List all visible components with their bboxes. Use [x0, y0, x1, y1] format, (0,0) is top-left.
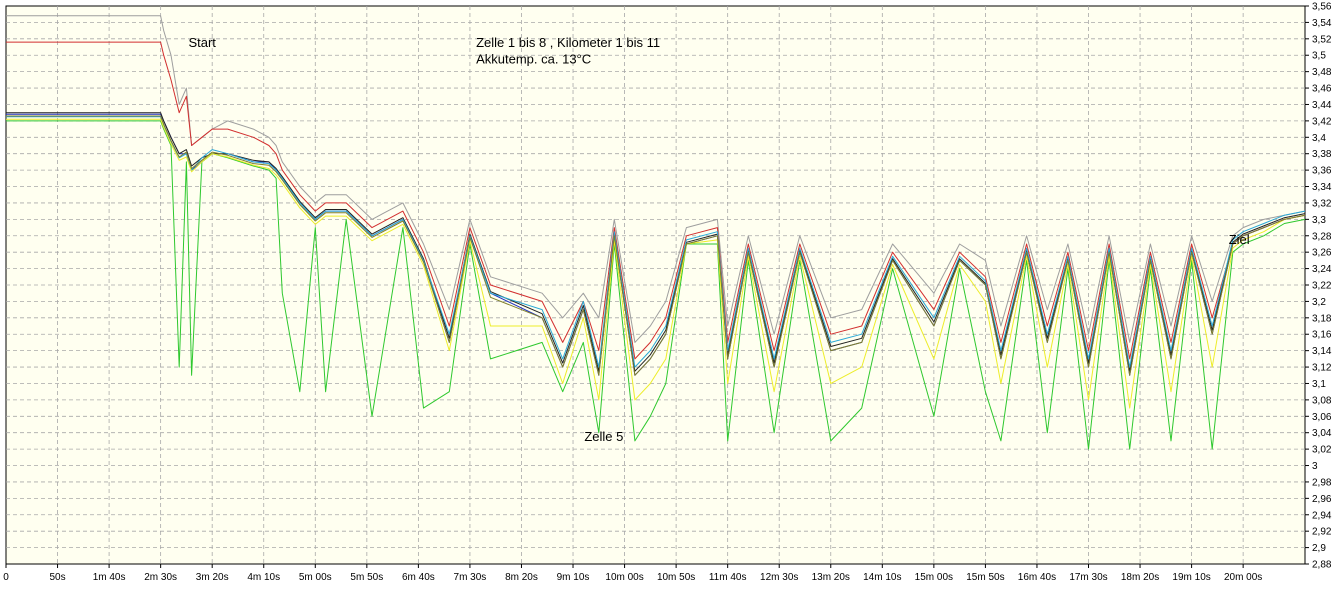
x-tick-label: 6m 40s: [402, 572, 435, 583]
x-tick-label: 2m 30s: [144, 572, 177, 583]
series-group: [6, 15, 1306, 450]
y-tick-label: 3,16: [1312, 330, 1332, 341]
x-tick-label: 16m 40s: [1018, 572, 1056, 583]
annotation-2: Zelle 1 bis 8 , Kilometer 1 bis 11: [476, 35, 660, 50]
x-tick-label: 12m 30s: [760, 572, 798, 583]
series-line-5: [6, 116, 1306, 368]
series-line-7: [6, 118, 1306, 409]
y-tick-label: 3,52: [1312, 34, 1332, 45]
series-line-1: [6, 15, 1306, 343]
y-axis-ticks: 3,56 3,54 3,52 3,5 3,48 3,46 3,44 3,42 3,4 3,38 3,…: [1305, 2, 1332, 571]
y-tick-label: 3,38: [1312, 149, 1332, 160]
y-tick-label: 3,1: [1312, 379, 1326, 390]
y-tick-label: 3,12: [1312, 363, 1332, 374]
annotations: Start Zelle 1 bis 8 , Kilometer 1 bis 11A…: [188, 35, 1249, 444]
y-tick-label: 3,28: [1312, 231, 1332, 242]
x-tick-label: 0: [3, 572, 9, 583]
x-tick-label: 50s: [49, 572, 65, 583]
series-line-6: [6, 120, 1306, 450]
y-tick-label: 3,42: [1312, 116, 1332, 127]
y-tick-label: 2,98: [1312, 477, 1332, 488]
x-tick-label: 14m 10s: [863, 572, 901, 583]
y-tick-label: 2,94: [1312, 510, 1332, 521]
y-tick-label: 3,3: [1312, 215, 1326, 226]
y-tick-label: 3,02: [1312, 445, 1332, 456]
y-tick-label: 3,24: [1312, 264, 1332, 275]
y-tick-label: 3,44: [1312, 100, 1332, 111]
x-tick-label: 9m 10s: [557, 572, 590, 583]
x-tick-label: 4m 10s: [247, 572, 280, 583]
y-tick-label: 3,36: [1312, 166, 1332, 177]
y-tick-label: 2,9: [1312, 543, 1326, 554]
x-tick-label: 10m 50s: [657, 572, 695, 583]
y-tick-label: 3,26: [1312, 248, 1332, 259]
y-tick-label: 3: [1312, 461, 1318, 472]
series-line-2: [6, 41, 1306, 360]
annotation-3: Akkutemp. ca. 13°C: [476, 51, 591, 66]
x-tick-label: 17m 30s: [1069, 572, 1107, 583]
series-line-8: [6, 115, 1306, 376]
y-tick-label: 3,06: [1312, 412, 1332, 423]
y-tick-label: 3,46: [1312, 84, 1332, 95]
grid-lines: [6, 6, 1305, 564]
annotation-1: Start: [188, 35, 216, 50]
y-tick-label: 3,56: [1312, 2, 1332, 13]
y-tick-label: 2,92: [1312, 527, 1332, 538]
y-tick-label: 3,14: [1312, 346, 1332, 357]
y-tick-label: 3,2: [1312, 297, 1326, 308]
x-tick-label: 3m 20s: [196, 572, 229, 583]
annotation-5: Ziel: [1229, 232, 1250, 247]
y-tick-label: 3,18: [1312, 313, 1332, 324]
x-tick-label: 10m 00s: [605, 572, 643, 583]
y-tick-label: 3,32: [1312, 198, 1332, 209]
y-tick-label: 3,04: [1312, 428, 1332, 439]
y-tick-label: 3,08: [1312, 395, 1332, 406]
x-tick-label: 15m 50s: [966, 572, 1004, 583]
y-tick-label: 2,96: [1312, 494, 1332, 505]
annotation-4: Zelle 5: [584, 429, 623, 444]
y-tick-label: 3,48: [1312, 67, 1332, 78]
x-tick-label: 13m 20s: [812, 572, 850, 583]
y-tick-label: 2,88: [1312, 560, 1332, 571]
x-tick-label: 18m 20s: [1121, 572, 1159, 583]
y-tick-label: 3,54: [1312, 18, 1332, 29]
y-tick-label: 3,4: [1312, 133, 1326, 144]
x-tick-label: 1m 40s: [93, 572, 126, 583]
x-tick-label: 5m 00s: [299, 572, 332, 583]
x-tick-label: 19m 10s: [1172, 572, 1210, 583]
x-tick-label: 7m 30s: [454, 572, 487, 583]
x-tick-label: 15m 00s: [915, 572, 953, 583]
y-tick-label: 3,22: [1312, 281, 1332, 292]
x-tick-label: 8m 20s: [505, 572, 538, 583]
plot-background: [5, 5, 1306, 565]
x-tick-label: 11m 40s: [709, 572, 747, 583]
x-tick-label: 5m 50s: [350, 572, 383, 583]
x-tick-label: 20m 00s: [1224, 572, 1262, 583]
y-tick-label: 3,5: [1312, 51, 1326, 62]
x-axis-ticks: 0 50s 1m 40s 2m 30s 3m 20s 4m 10s 5m 00s 5m 50s…: [3, 564, 1262, 583]
y-tick-label: 3,34: [1312, 182, 1332, 193]
